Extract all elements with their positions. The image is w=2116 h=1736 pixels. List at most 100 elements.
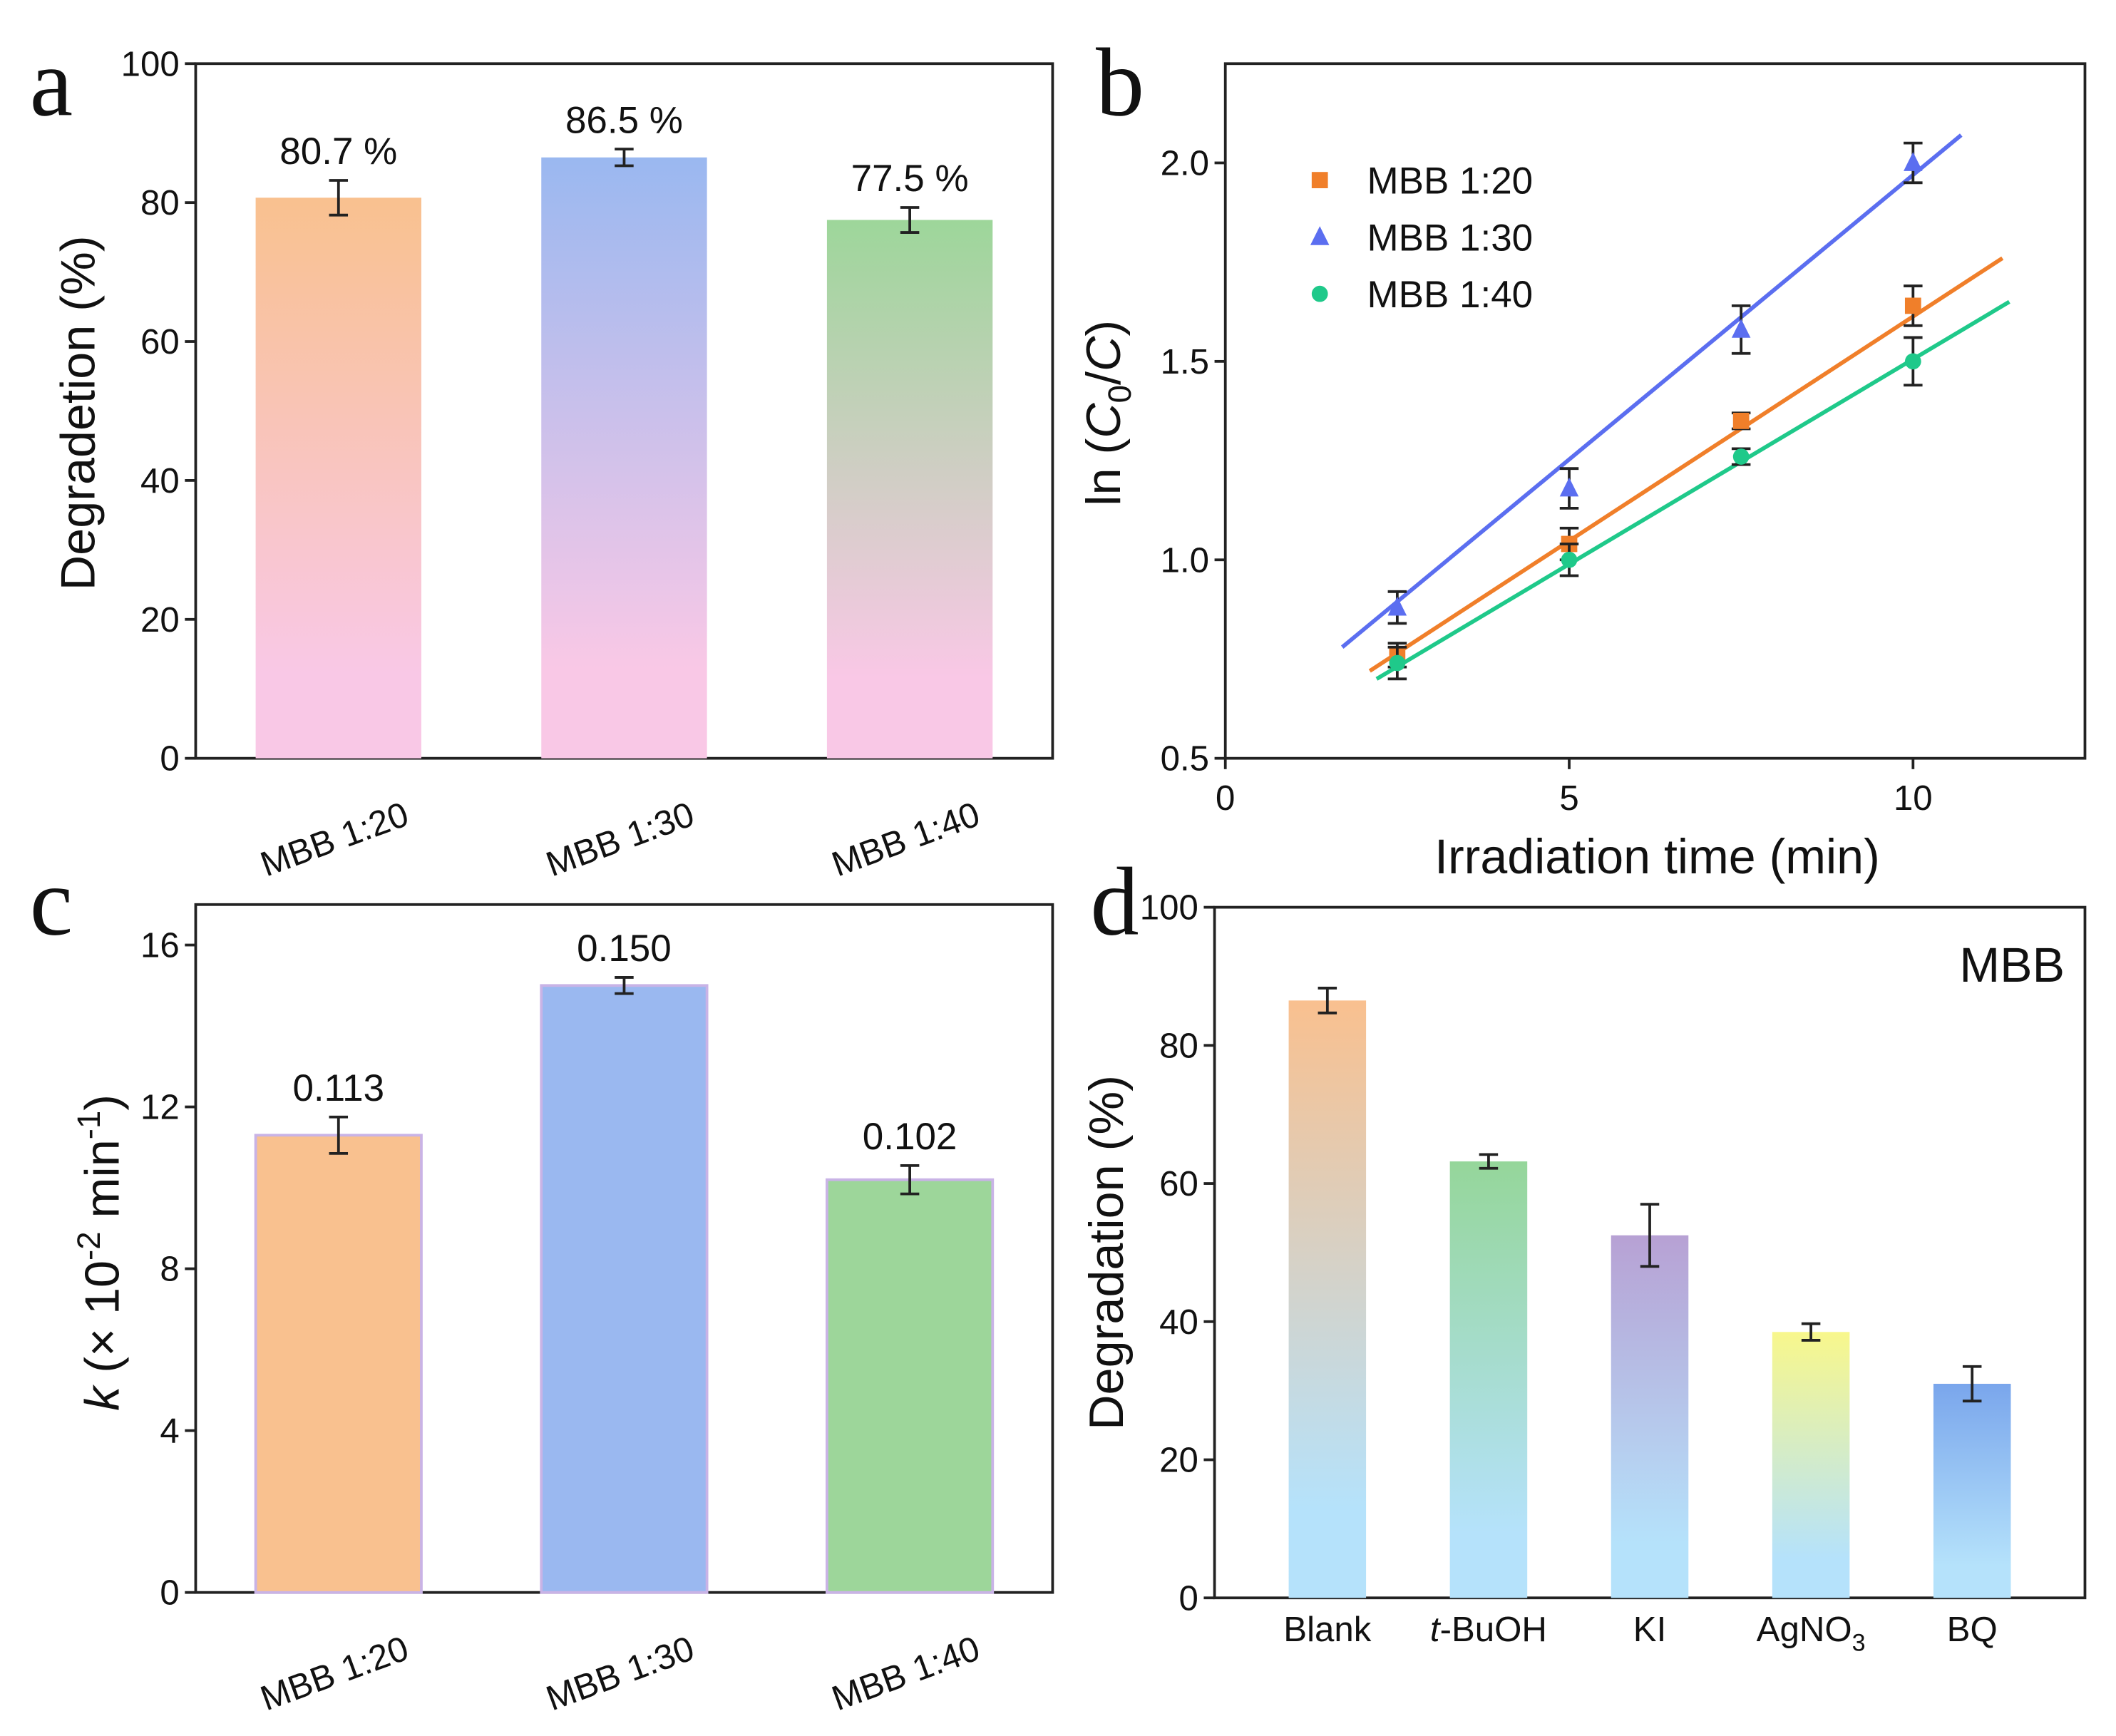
annotation: MBB (1959, 938, 2065, 992)
value-label: 80.7 % (279, 130, 397, 173)
marker (1731, 319, 1751, 338)
legend-label: MBB 1:30 (1367, 217, 1533, 259)
bar (541, 157, 707, 759)
legend-label: MBB 1:20 (1367, 160, 1533, 202)
y-tick-label: 40 (140, 461, 180, 500)
error-bar (1318, 987, 1337, 1015)
y-axis-title-part: ) (76, 1094, 130, 1111)
bar (1288, 1000, 1367, 1598)
x-tick-label: 5 (1559, 779, 1578, 818)
panel-label: b (1096, 28, 1144, 136)
x-tick-label: t-BuOH (1430, 1610, 1547, 1649)
value-label: 0.150 (577, 928, 672, 970)
error-bar (615, 976, 634, 995)
bar (826, 1178, 995, 1594)
x-tick-label: MBB 1:30 (541, 794, 699, 884)
y-axis-title: k (× 10-2 min-1) (71, 1094, 129, 1411)
error-bar (329, 1115, 349, 1155)
y-tick-label: 1.0 (1161, 540, 1209, 580)
y-tick-label: 0 (160, 1573, 179, 1613)
x-tick-label-part: Blank (1283, 1610, 1371, 1649)
y-tick-label: 16 (140, 926, 180, 965)
y-tick-label: 1.5 (1161, 342, 1209, 381)
y-tick-label: 20 (140, 600, 180, 640)
x-tick-label-part: -BuOH (1440, 1610, 1547, 1649)
y-axis-title-part: min (76, 1139, 130, 1231)
x-tick-label-part: KI (1633, 1610, 1666, 1649)
x-tick-label: MBB 1:30 (541, 1628, 699, 1718)
legend-marker (1310, 226, 1330, 245)
error-bar (1479, 1153, 1499, 1170)
fit-line (1375, 299, 2010, 681)
value-label: 0.113 (292, 1067, 384, 1109)
error-bar (615, 148, 634, 168)
x-tick-label: 0 (1216, 779, 1235, 818)
y-tick-label: 80 (1159, 1026, 1198, 1065)
legend-marker (1311, 172, 1328, 189)
value-label: 86.5 % (565, 99, 683, 141)
y-tick-label: 60 (1159, 1164, 1198, 1203)
y-tick-label: 100 (121, 44, 180, 83)
error-bar (900, 206, 920, 234)
y-tick-label: 0 (160, 739, 179, 779)
fit-line (1340, 133, 1963, 649)
y-axis-title-text: Degradetion (%) (51, 235, 106, 590)
marker (1387, 596, 1407, 616)
y-tick-label: 8 (160, 1250, 179, 1289)
y-tick-label: 40 (1159, 1303, 1198, 1342)
x-tick-label: MBB 1:40 (827, 794, 985, 884)
x-tick-label: KI (1633, 1610, 1666, 1649)
marker (1559, 477, 1579, 497)
y-tick-label: 0 (1178, 1578, 1198, 1618)
bar (254, 1134, 423, 1594)
y-tick-label: 80 (140, 183, 180, 222)
y-tick-label: 60 (140, 322, 180, 361)
y-axis-title: ln (C0/C) (1077, 320, 1138, 506)
y-axis-title-part: / (1077, 371, 1131, 385)
bar (1611, 1235, 1689, 1598)
error-bar (1962, 1365, 1982, 1403)
y-axis-title-part: -2 (71, 1231, 107, 1260)
y-axis-title-part: C (1077, 403, 1131, 438)
marker (1732, 412, 1750, 429)
x-tick-label: MBB 1:20 (255, 1628, 414, 1718)
marker (1561, 551, 1578, 568)
x-tick-label: AgNO3 (1757, 1610, 1866, 1656)
marker (1904, 297, 1921, 314)
x-tick-label-part: 3 (1852, 1629, 1866, 1656)
bar (255, 197, 421, 759)
value-label: 0.102 (863, 1116, 957, 1158)
marker (1904, 353, 1921, 370)
x-tick-label: MBB 1:20 (255, 794, 414, 884)
y-tick-label: 100 (1140, 888, 1198, 928)
x-tick-label: MBB 1:40 (827, 1628, 985, 1718)
error-bar (1801, 1322, 1821, 1342)
bar (540, 984, 709, 1594)
bar (1933, 1383, 2011, 1598)
y-axis-title-part: -1 (71, 1111, 107, 1140)
y-tick-label: 0.5 (1161, 739, 1209, 779)
legend-label: MBB 1:40 (1367, 274, 1533, 316)
marker (1904, 152, 1923, 171)
y-axis-title-part: k (76, 1385, 130, 1411)
x-tick-label-part: BQ (1947, 1610, 1998, 1649)
fit-line (1368, 256, 2004, 673)
panel-label: a (30, 28, 73, 136)
y-tick-label: 20 (1159, 1441, 1198, 1480)
x-axis-title: Irradiation time (min) (1434, 830, 1880, 884)
panel-label: d (1090, 847, 1139, 955)
plot-frame (1223, 62, 2087, 760)
error-bar (329, 179, 349, 217)
x-tick-label-part: t (1430, 1610, 1442, 1649)
y-axis-title: Degradation (%) (1079, 1075, 1134, 1430)
marker (1389, 654, 1406, 672)
bar (1772, 1332, 1850, 1598)
error-bar (900, 1164, 920, 1196)
y-axis-title: Degradetion (%) (51, 235, 106, 590)
panel-label: c (30, 847, 73, 955)
y-axis-title-part: ) (1077, 320, 1131, 337)
y-axis-title-part: ln ( (1077, 438, 1131, 505)
x-tick-label: BQ (1947, 1610, 1998, 1649)
